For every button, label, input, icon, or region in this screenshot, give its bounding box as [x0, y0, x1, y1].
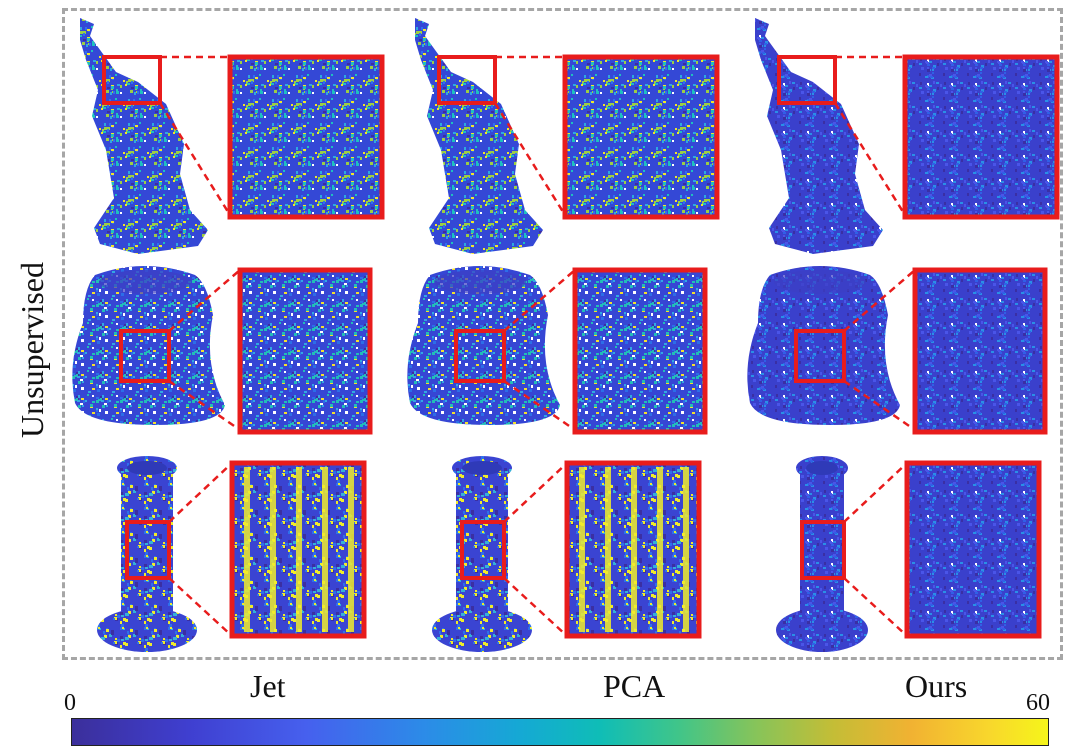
row-axis-label: Unsupervised: [14, 262, 50, 438]
panel-vase-jet: [72, 266, 373, 435]
column-label-ours: Ours: [905, 668, 968, 704]
column-label-pca: PCA: [603, 668, 666, 704]
panel-statue-jet: [80, 18, 385, 254]
dashed-frame: [62, 8, 1063, 660]
panel-column-jet: [97, 456, 367, 652]
panel-statue-ours: [755, 18, 1060, 254]
colorbar-max-label: 60: [1026, 690, 1050, 716]
panel-vase-pca: [407, 266, 708, 435]
colorbar-min-label: 0: [64, 690, 76, 716]
column-label-jet: Jet: [250, 668, 286, 704]
panel-vase-ours: [747, 266, 1048, 435]
colorbar: [71, 718, 1049, 746]
panel-statue-pca: [415, 18, 720, 254]
panel-column-pca: [432, 456, 702, 652]
panel-column-ours: [776, 456, 1042, 652]
